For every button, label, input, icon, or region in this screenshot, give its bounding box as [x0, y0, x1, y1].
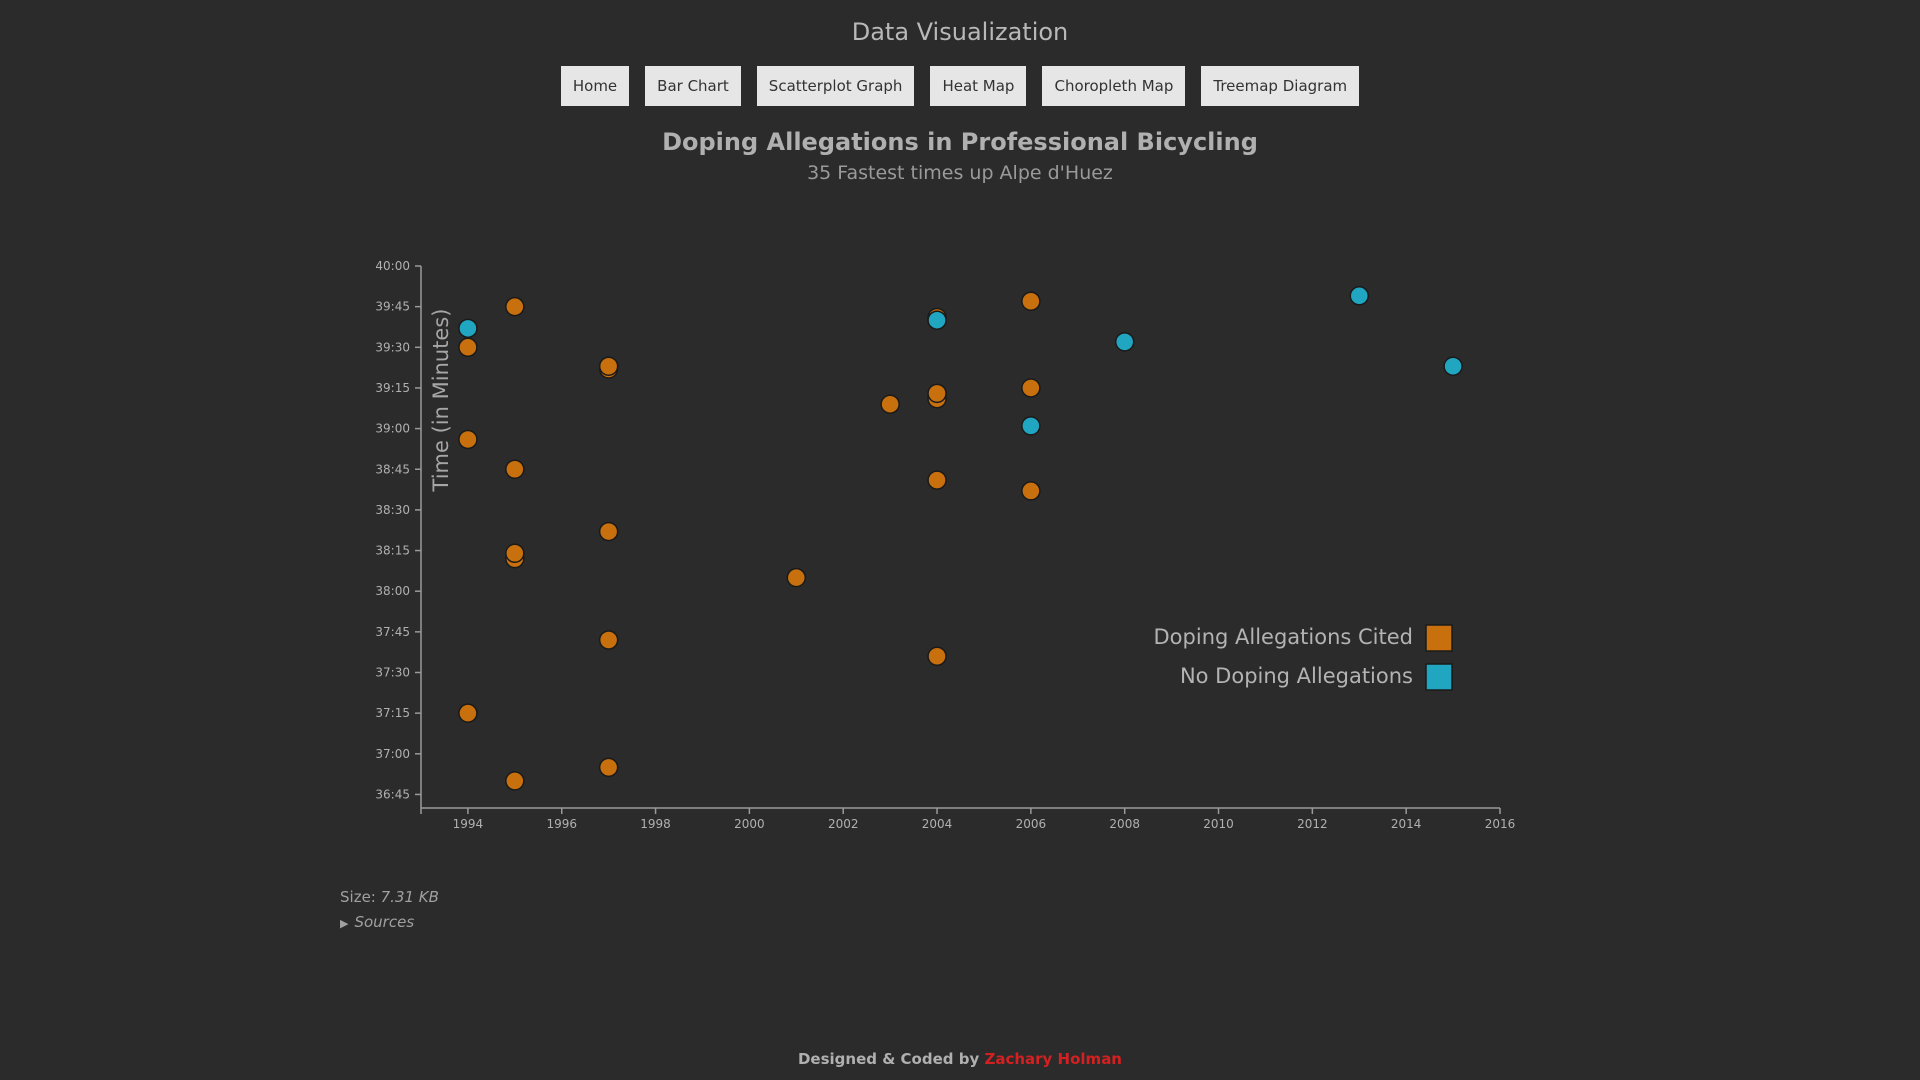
y-tick-label: 38:30 — [375, 503, 410, 517]
data-point[interactable] — [880, 394, 900, 414]
data-point[interactable] — [927, 470, 947, 490]
data-point[interactable] — [505, 771, 525, 791]
site-title: Data Visualization — [851, 18, 1069, 46]
legend-swatch — [1425, 663, 1453, 691]
legend: Doping Allegations Cited No Doping Allega… — [1154, 624, 1453, 691]
y-tick-label: 39:30 — [375, 340, 410, 354]
y-axis: 40:00 39:45 39:30 39:15 39:00 38:45 38:30 38:15… — [375, 259, 422, 808]
y-tick-label: 37:15 — [375, 706, 410, 720]
data-point[interactable] — [598, 630, 619, 650]
x-tick-label: 2006 — [1016, 817, 1047, 831]
nav-heat-map-button[interactable]: Heat Map — [930, 66, 1027, 106]
x-tick-label: 1994 — [453, 817, 484, 831]
y-axis-label: Time (in Minutes) — [429, 309, 453, 493]
data-point[interactable] — [927, 310, 947, 330]
data-point[interactable] — [1443, 356, 1463, 377]
data-point[interactable] — [598, 356, 619, 377]
y-tick-label: 38:00 — [375, 584, 410, 598]
y-tick-label: 37:45 — [375, 625, 410, 639]
x-tick-label: 2010 — [1203, 817, 1234, 831]
y-tick-label: 40:00 — [375, 259, 410, 273]
main-nav: Home Bar Chart Scatterplot Graph Heat Ma… — [0, 66, 1920, 106]
y-tick-label: 39:15 — [375, 381, 410, 395]
legend-swatch — [1425, 624, 1453, 652]
chart-title: Doping Allegations in Professional Bicyc… — [662, 128, 1258, 156]
data-point[interactable] — [1021, 481, 1041, 501]
data-point[interactable] — [1349, 286, 1370, 306]
data-point[interactable] — [505, 296, 525, 317]
data-point[interactable] — [505, 459, 525, 479]
legend-label: No Doping Allegations — [1180, 664, 1413, 688]
nav-scatterplot-button[interactable]: Scatterplot Graph — [756, 66, 915, 106]
data-point[interactable] — [927, 646, 947, 666]
y-tick-label: 38:45 — [375, 462, 410, 476]
data-point[interactable] — [1021, 378, 1041, 398]
x-tick-label: 2012 — [1297, 817, 1328, 831]
disclosure-triangle-icon: ▶ — [340, 917, 349, 930]
y-tick-label: 37:30 — [375, 666, 410, 680]
x-tick-label: 2000 — [734, 817, 765, 831]
chart-subtitle: 35 Fastest times up Alpe d'Huez — [807, 162, 1113, 184]
footer-credit: Designed & Coded by — [797, 1050, 980, 1068]
x-tick-label: 2008 — [1109, 817, 1140, 831]
data-point[interactable] — [927, 383, 947, 404]
y-tick-label: 39:45 — [375, 300, 410, 314]
data-points — [458, 286, 1463, 791]
y-tick-label: 39:00 — [375, 422, 410, 436]
data-point[interactable] — [1114, 332, 1135, 352]
data-point[interactable] — [505, 543, 525, 564]
data-point[interactable] — [598, 521, 619, 542]
x-tick-label: 2016 — [1485, 817, 1516, 831]
legend-label: Doping Allegations Cited — [1154, 625, 1413, 649]
data-point[interactable] — [1021, 416, 1041, 436]
y-tick-label: 37:00 — [375, 747, 410, 761]
x-tick-label: 1996 — [546, 817, 577, 831]
data-point[interactable] — [458, 429, 478, 450]
x-tick-label: 2004 — [922, 817, 953, 831]
y-tick-label: 38:15 — [375, 544, 410, 558]
file-size: Size: 7.31 KB — [340, 888, 439, 906]
x-tick-label: 2002 — [828, 817, 859, 831]
nav-bar-chart-button[interactable]: Bar Chart — [645, 66, 741, 106]
data-point[interactable] — [1021, 291, 1041, 311]
size-value: 7.31 KB — [380, 888, 439, 906]
nav-treemap-button[interactable]: Treemap Diagram — [1201, 66, 1360, 106]
y-tick-label: 36:45 — [375, 787, 410, 801]
x-tick-label: 1998 — [640, 817, 671, 831]
sources-toggle[interactable]: ▶ Sources — [340, 913, 414, 931]
size-label: Size: — [340, 888, 376, 906]
data-point[interactable] — [458, 703, 478, 723]
data-point[interactable] — [458, 337, 478, 358]
x-axis: 1994 1996 1998 2000 2002 2004 2006 2008 2010 2012… — [420, 807, 1516, 831]
footer: Designed & Coded by Zachary Holman — [0, 1050, 1920, 1068]
x-tick-label: 2014 — [1391, 817, 1422, 831]
data-point[interactable] — [458, 318, 478, 339]
data-point[interactable] — [598, 757, 619, 778]
data-point[interactable] — [786, 567, 807, 588]
nav-choropleth-button[interactable]: Choropleth Map — [1042, 66, 1186, 106]
sources-label: Sources — [354, 913, 415, 931]
nav-home-button[interactable]: Home — [560, 66, 630, 106]
author-link[interactable]: Zachary Holman — [984, 1050, 1122, 1068]
